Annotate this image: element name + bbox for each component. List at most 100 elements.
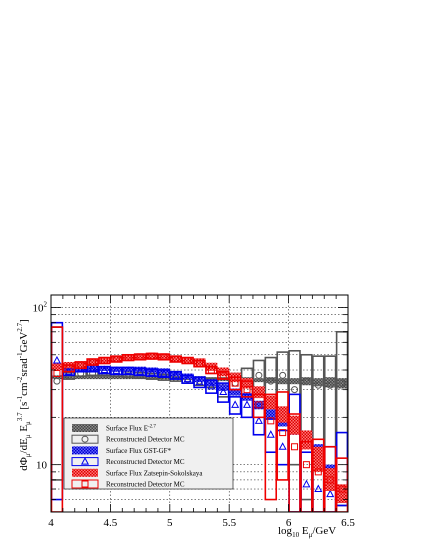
mc-marker-square [196, 360, 203, 368]
mc-marker-triangle [124, 366, 133, 374]
band-bin [51, 363, 63, 371]
y-tick-label: 102 [33, 300, 48, 314]
mc-bin [264, 393, 278, 501]
mc-marker-circle [302, 377, 310, 385]
mc-marker-triangle [52, 355, 61, 364]
band-bin [122, 354, 135, 361]
band-bin [300, 377, 313, 386]
mc-marker-square [243, 386, 251, 394]
band-bin [110, 356, 123, 362]
y-axis-title-part: GeV [18, 332, 30, 353]
mc-marker-triangle [147, 368, 157, 376]
band-bin [205, 377, 218, 382]
legend-label: Reconstructed Detector MC [106, 436, 185, 444]
mc-marker-square [207, 366, 215, 374]
band-bin [276, 378, 289, 385]
band-bin [86, 365, 99, 371]
mc-marker-circle [255, 371, 263, 379]
mc-bin [252, 393, 266, 419]
band-bin [288, 415, 301, 435]
x-axis-title-rest: E [299, 525, 309, 537]
y-axis-title-part: 3.7 [16, 412, 24, 421]
y-axis-title-part: srad [18, 358, 30, 377]
band-bin [252, 386, 265, 399]
mc-bin [240, 380, 254, 398]
mc-marker-triangle [100, 365, 109, 374]
mc-marker-triangle [242, 400, 252, 408]
x-tick-label: 4.5 [104, 517, 118, 529]
mc-bin [312, 438, 325, 512]
y-axis-title: dΦμ/dEμ Eμ3.7 [s-1cm-2srad-1GeV2.7] [16, 319, 32, 471]
y-axis-title-part: cm [18, 382, 30, 396]
legend-label: Surface Flux E-2.7 [106, 425, 156, 433]
legend-label: Reconstructed Detector MC [106, 481, 185, 489]
band-bin [276, 406, 289, 423]
y-axis-title-part: μ [24, 421, 32, 425]
band-bin [74, 375, 87, 380]
mc-marker-square [219, 371, 227, 379]
legend-swatch [71, 479, 99, 489]
y-axis-title-part: dΦ [18, 457, 30, 471]
mc-marker-square [89, 358, 97, 366]
mc-marker-circle [338, 379, 346, 387]
legend-marker-square [81, 480, 89, 488]
band-bin [51, 375, 63, 380]
y-axis-title-part: -1 [16, 352, 24, 358]
band-bin [62, 375, 75, 380]
band-bin [98, 365, 111, 371]
mc-bin [228, 396, 242, 415]
mc-marker-circle [279, 371, 287, 379]
y-axis-title-part: μ [24, 453, 32, 457]
mc-marker-triangle [219, 387, 228, 395]
mc-marker-square [255, 401, 263, 409]
x-axis-title: log10 Eμ/GeV [278, 525, 336, 539]
legend-marker-triangle [80, 457, 90, 465]
band-bin [336, 484, 348, 504]
mc-marker-square [279, 429, 287, 437]
mc-marker-triangle [326, 489, 335, 498]
band-bin [98, 375, 111, 380]
mc-bin [276, 391, 289, 481]
mc-marker-circle [326, 381, 334, 389]
x-tick-label: 5 [167, 517, 173, 529]
y-axis-title-part: 2.7 [16, 322, 24, 331]
legend-swatch [72, 424, 98, 432]
legend-label: Surface Flux GST-GF* [106, 447, 172, 455]
band-bin [264, 395, 277, 410]
mc-marker-triangle [254, 416, 263, 424]
mc-bin [217, 370, 230, 380]
mc-bin [240, 393, 254, 419]
band-bin [324, 468, 337, 492]
legend-swatch [72, 468, 98, 477]
x-axis-title-sub: 10 [292, 531, 300, 539]
mc-bin [217, 382, 230, 403]
mc-marker-square [53, 370, 61, 378]
x-tick-label: 6.5 [341, 517, 355, 529]
band-bin [110, 375, 123, 380]
band-bin [157, 354, 170, 360]
mc-marker-circle [267, 377, 275, 385]
band-bin [98, 357, 111, 364]
mc-marker-square [291, 443, 299, 451]
mc-marker-square [148, 352, 156, 360]
band-bin [74, 361, 87, 368]
band-bin [336, 378, 348, 389]
mc-marker-triangle [159, 368, 168, 377]
mc-bin [300, 353, 313, 501]
y-axis-title-part: /dE [18, 438, 30, 454]
band-bin [134, 354, 147, 361]
legend-swatch [72, 446, 98, 455]
y-axis-title-part: μ [24, 434, 32, 438]
mc-marker-circle [53, 377, 61, 385]
band-bin [169, 375, 182, 380]
y-axis-title-part: ] [18, 319, 30, 323]
mc-marker-circle [314, 381, 322, 389]
mc-marker-square [136, 353, 144, 361]
band-bin [252, 400, 265, 410]
x-axis-title-sub: μ [309, 531, 313, 539]
mc-marker-triangle [314, 484, 323, 493]
mc-bin [193, 376, 206, 389]
y-tick-exponent: 2 [44, 300, 48, 308]
mc-marker-square [172, 355, 180, 363]
